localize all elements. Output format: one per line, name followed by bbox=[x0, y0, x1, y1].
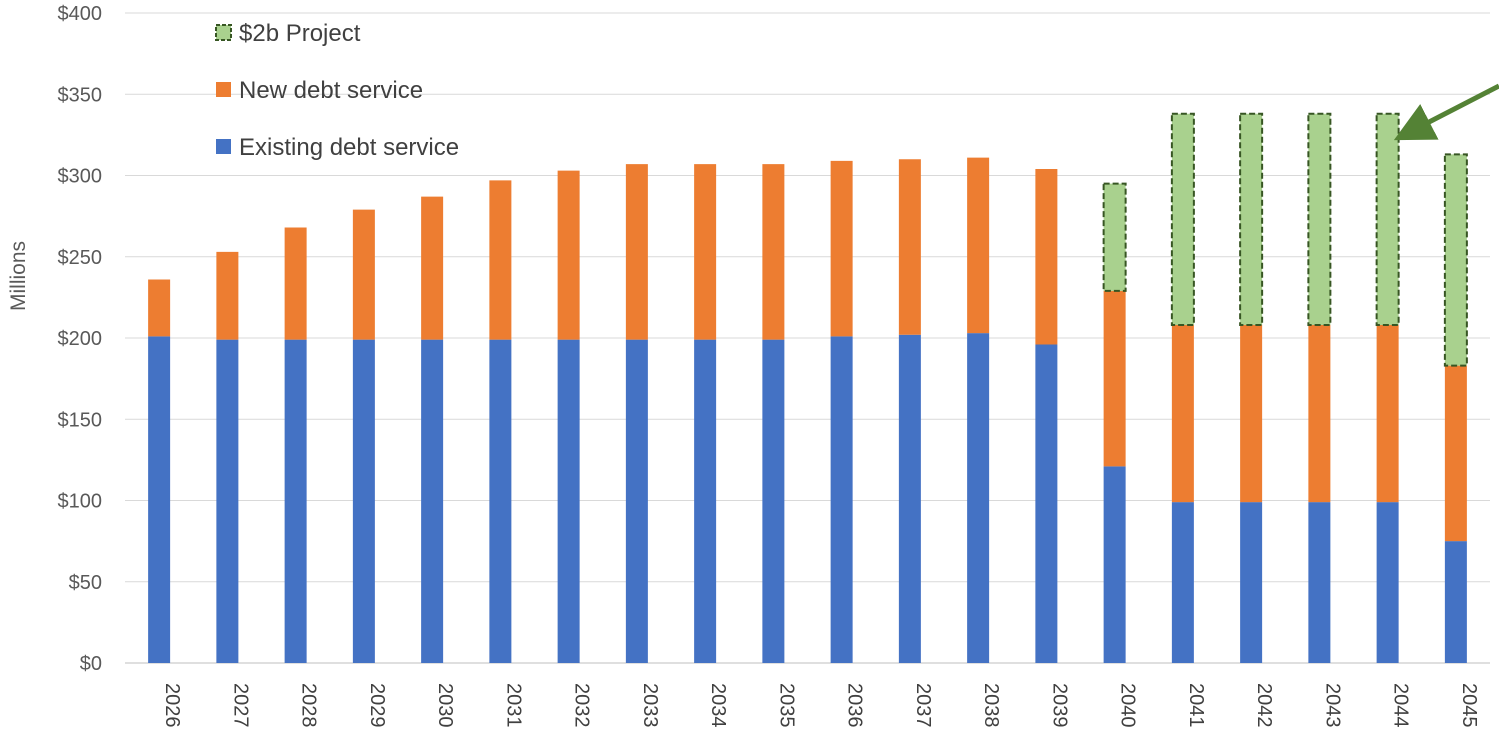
legend-swatch bbox=[215, 24, 232, 41]
annotations bbox=[1393, 83, 1499, 141]
x-tick-label: 2035 bbox=[775, 683, 797, 728]
x-tick-label: 2040 bbox=[1117, 683, 1139, 728]
bar-segment bbox=[1240, 502, 1263, 663]
bar-segment bbox=[489, 180, 512, 340]
bar-segment bbox=[216, 251, 239, 340]
bar-segment bbox=[1171, 502, 1194, 663]
bar-segment bbox=[1308, 325, 1331, 503]
bar-segment bbox=[1035, 344, 1058, 663]
x-tick-label: 2033 bbox=[639, 683, 661, 728]
bar-segment bbox=[1035, 169, 1058, 345]
bar-segment bbox=[1171, 325, 1194, 503]
bar-segment bbox=[1103, 466, 1126, 663]
x-tick-label: 2037 bbox=[912, 683, 934, 728]
bar-segment bbox=[1308, 502, 1331, 663]
bar-segment bbox=[830, 160, 853, 337]
bar-segment bbox=[1375, 112, 1400, 326]
y-tick-label: $50 bbox=[69, 572, 102, 594]
bar-segment bbox=[352, 339, 375, 663]
x-tick-label: 2038 bbox=[980, 683, 1002, 728]
bar-segment bbox=[284, 227, 307, 340]
legend: $2b Project New debt service Existing debt… bbox=[215, 20, 459, 161]
x-tick-label: 2034 bbox=[707, 683, 729, 728]
bar-segment bbox=[762, 339, 785, 663]
y-axis-title: Millions bbox=[7, 241, 30, 311]
x-tick-label: 2027 bbox=[229, 683, 251, 728]
x-tick-label: 2026 bbox=[161, 683, 183, 728]
bar-segment bbox=[967, 333, 990, 663]
legend-swatch bbox=[216, 139, 231, 154]
bar-segment bbox=[421, 196, 444, 340]
bar-segment bbox=[352, 209, 375, 340]
legend-label: $2b Project bbox=[239, 20, 361, 47]
bar-segment bbox=[489, 339, 512, 663]
gridlines bbox=[125, 12, 1490, 664]
x-tick-label: 2043 bbox=[1321, 683, 1343, 728]
bar-segment bbox=[1307, 112, 1332, 326]
bar-segment bbox=[557, 170, 580, 340]
annotation-arrow bbox=[1393, 83, 1499, 141]
bar-segment bbox=[694, 339, 717, 663]
bar-segment bbox=[1444, 541, 1467, 663]
bar-segment bbox=[625, 339, 648, 663]
x-tick-label: 2028 bbox=[298, 683, 320, 728]
bar-segment bbox=[694, 164, 717, 340]
x-tick-label: 2032 bbox=[571, 683, 593, 728]
bar-segment bbox=[1240, 325, 1263, 503]
bar-segment bbox=[148, 336, 171, 663]
bar-segment bbox=[967, 157, 990, 334]
x-tick-label: 2042 bbox=[1253, 683, 1275, 728]
legend-label: New debt service bbox=[239, 77, 423, 104]
x-tick-label: 2036 bbox=[844, 683, 866, 728]
x-tick-label: 2039 bbox=[1048, 683, 1070, 728]
x-tick-label: 2041 bbox=[1185, 683, 1207, 728]
bar-segment bbox=[1443, 153, 1468, 367]
bar-segment bbox=[762, 164, 785, 340]
y-tick-label: $0 bbox=[80, 653, 102, 675]
y-tick-label: $150 bbox=[58, 409, 103, 431]
bar-segment bbox=[898, 334, 921, 663]
bar-segment bbox=[421, 339, 444, 663]
bar-segment bbox=[830, 336, 853, 663]
x-tick-label: 2031 bbox=[502, 683, 524, 728]
x-tick-label: 2029 bbox=[366, 683, 388, 728]
bars bbox=[148, 112, 1468, 663]
bar-segment bbox=[1103, 290, 1126, 467]
bar-segment bbox=[1102, 182, 1127, 292]
y-tick-label: $400 bbox=[58, 3, 103, 25]
bar-segment bbox=[898, 159, 921, 335]
legend-swatch bbox=[216, 82, 231, 97]
y-tick-label: $200 bbox=[58, 328, 103, 350]
bar-segment bbox=[216, 339, 239, 663]
bar-segment bbox=[625, 164, 648, 340]
y-tick-label: $350 bbox=[58, 84, 103, 106]
x-axis-ticks: 2026 2027 2028 2029 2030 2031 2032 2033 2034 2035… bbox=[161, 683, 1480, 728]
y-tick-label: $300 bbox=[58, 166, 103, 188]
x-tick-label: 2045 bbox=[1458, 683, 1480, 728]
legend-label: Existing debt service bbox=[239, 134, 459, 161]
x-tick-label: 2030 bbox=[434, 683, 456, 728]
bar-segment bbox=[148, 279, 171, 337]
y-tick-label: $250 bbox=[58, 247, 103, 269]
bar-segment bbox=[1376, 502, 1399, 663]
x-tick-label: 2044 bbox=[1390, 683, 1412, 728]
bar-segment bbox=[1239, 112, 1264, 326]
bar-segment bbox=[284, 339, 307, 663]
bar-segment bbox=[1444, 365, 1467, 542]
y-axis-ticks: $0 $50 $100 $150 $200 $250 $300 $350 $400 bbox=[58, 3, 103, 675]
bar-segment bbox=[1376, 325, 1399, 503]
bar-segment bbox=[557, 339, 580, 663]
bar-segment bbox=[1170, 112, 1195, 326]
y-tick-label: $100 bbox=[58, 491, 103, 513]
